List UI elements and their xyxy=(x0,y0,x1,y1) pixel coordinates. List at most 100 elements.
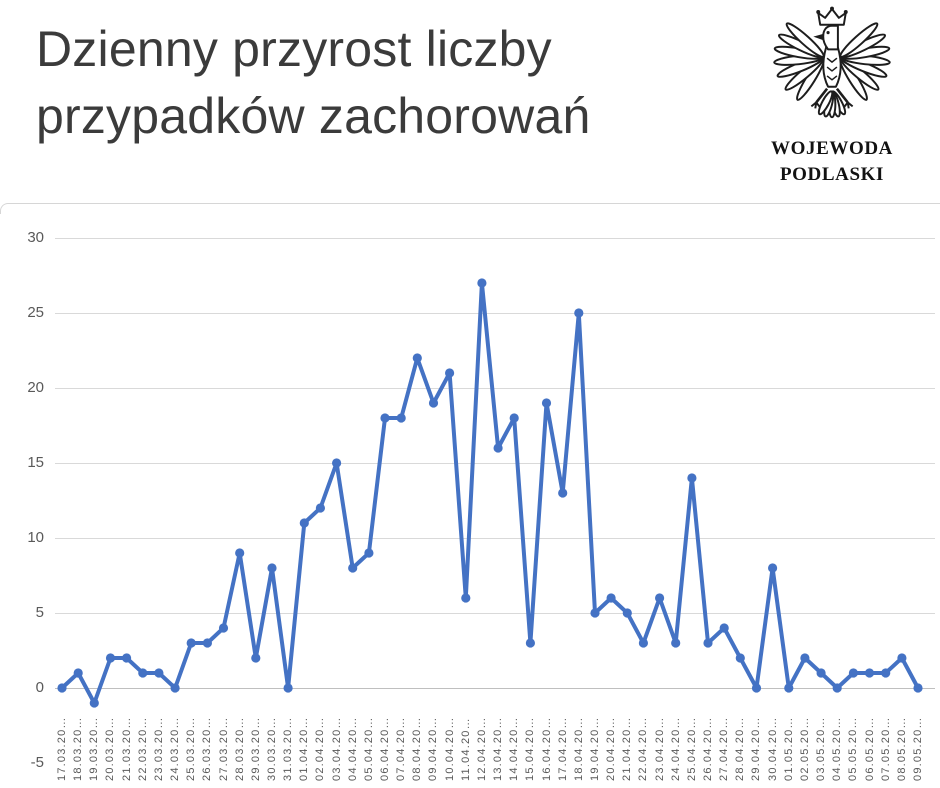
data-point-marker xyxy=(897,653,907,663)
gridline-y-15 xyxy=(55,463,935,464)
x-axis-tick-label: 04.05.20… xyxy=(831,716,844,781)
x-axis-tick-label: 24.03.20… xyxy=(169,716,182,781)
x-axis-tick-label: 05.05.20… xyxy=(847,716,860,781)
x-axis-tick-label: 28.03.20… xyxy=(233,716,246,781)
voivode-emblem: WOJEWODA PODLASKI xyxy=(756,6,908,188)
data-point-marker xyxy=(154,668,164,678)
x-axis-tick-label: 16.04.20… xyxy=(540,716,553,781)
x-axis-tick-label: 23.04.20… xyxy=(653,716,666,781)
x-axis-tick-label: 09.04.20… xyxy=(427,716,440,781)
x-axis-tick-label: 18.04.20… xyxy=(572,716,585,781)
x-axis-tick-label: 04.04.20… xyxy=(346,716,359,781)
data-point-marker xyxy=(541,398,552,408)
x-axis-tick-label: 23.03.20… xyxy=(152,716,165,781)
data-point-marker xyxy=(412,353,422,363)
x-axis-tick-label: 18.03.20… xyxy=(72,716,85,781)
data-point-marker xyxy=(768,563,778,573)
gridline-y-30 xyxy=(55,238,935,239)
data-point-marker xyxy=(267,563,277,573)
data-point-marker xyxy=(73,668,83,678)
data-point-marker xyxy=(558,488,568,498)
x-axis-tick-label: 11.04.20… xyxy=(459,717,472,781)
data-point-marker xyxy=(138,668,148,678)
x-axis-tick-label: 21.03.20… xyxy=(120,716,133,781)
emblem-caption: WOJEWODA PODLASKI xyxy=(756,136,908,188)
y-axis-tick-label: -5 xyxy=(30,754,44,771)
emblem-caption-line-1: WOJEWODA xyxy=(771,138,893,159)
data-point-marker xyxy=(606,593,616,603)
x-axis-tick-label: 10.04.20… xyxy=(443,716,456,781)
x-axis-tick-label: 28.04.20… xyxy=(734,716,747,781)
data-point-marker xyxy=(364,548,374,558)
x-axis-tick-label: 19.04.20… xyxy=(588,716,601,781)
x-axis-tick-label: 07.05.20… xyxy=(879,716,892,781)
x-axis-tick-label: 06.04.20… xyxy=(379,716,392,781)
data-point-marker xyxy=(735,653,745,663)
x-axis-tick-label: 26.03.20… xyxy=(201,716,214,781)
page-title-line-1: Dzienny przyrost liczby xyxy=(36,21,552,77)
y-axis-tick-label: 15 xyxy=(27,454,44,471)
x-axis-tick-label: 02.05.20… xyxy=(798,716,811,781)
data-point-marker xyxy=(525,638,536,648)
x-axis-tick-label: 09.05.20… xyxy=(912,716,924,781)
data-point-marker xyxy=(493,443,503,453)
x-axis-tick-label: 20.03.20… xyxy=(104,716,117,781)
data-point-marker xyxy=(251,653,261,663)
x-axis-tick-label: 01.05.20… xyxy=(782,716,795,781)
x-axis-tick-label: 03.05.20… xyxy=(815,716,828,781)
data-series-line xyxy=(60,281,920,705)
data-point-marker xyxy=(380,413,390,423)
x-axis-tick-label: 14.04.20… xyxy=(508,716,521,781)
x-axis-tick-label: 25.03.20… xyxy=(185,716,198,781)
x-axis-tick-label: 26.04.20… xyxy=(702,716,715,781)
x-axis-tick-label: 30.04.20… xyxy=(766,716,779,781)
data-point-marker xyxy=(655,593,665,603)
x-axis-tick-label: 02.04.20… xyxy=(314,716,327,781)
y-axis-tick-label: 0 xyxy=(35,679,44,696)
x-axis-tick-label: 17.03.20… xyxy=(56,716,68,781)
x-axis-tick-label: 05.04.20… xyxy=(362,716,375,781)
data-point-marker xyxy=(348,563,358,573)
data-point-marker xyxy=(202,638,212,648)
data-point-marker xyxy=(719,623,729,633)
x-axis-tick-label: 30.03.20… xyxy=(265,716,278,781)
x-axis-tick-label: 29.03.20… xyxy=(249,716,262,781)
x-axis-tick-label: 07.04.20… xyxy=(395,716,408,781)
x-axis-tick-label: 27.04.20… xyxy=(718,716,731,781)
x-axis-tick-label: 15.04.20… xyxy=(524,716,537,781)
emblem-caption-line-2: PODLASKI xyxy=(779,164,885,185)
y-axis-tick-label: 20 xyxy=(27,379,44,396)
data-point-marker xyxy=(638,638,649,648)
chart-frame-border xyxy=(0,203,940,214)
x-axis-tick-label: 25.04.20… xyxy=(685,716,698,781)
data-point-marker xyxy=(89,698,99,708)
data-point-marker xyxy=(671,638,681,648)
y-axis-tick-label: 25 xyxy=(27,304,44,321)
x-axis-tick-label: 08.05.20… xyxy=(895,716,908,781)
y-axis-tick-label: 10 xyxy=(27,529,44,546)
data-point-marker xyxy=(315,503,325,513)
y-axis-tick-label: 5 xyxy=(35,604,44,621)
x-axis-tick-label: 29.04.20… xyxy=(750,716,763,781)
data-point-marker xyxy=(396,413,406,423)
x-axis-tick-label: 08.04.20… xyxy=(411,716,424,781)
page-title: Dzienny przyrost liczby przypadków zacho… xyxy=(36,16,591,150)
data-point-marker xyxy=(218,623,229,633)
gridline-y-10 xyxy=(55,538,935,539)
data-point-marker xyxy=(848,668,859,678)
gridline-y-5 xyxy=(55,613,935,614)
page-title-line-2: przypadków zachorowań xyxy=(36,88,591,144)
data-point-marker xyxy=(428,398,439,408)
x-axis-tick-label: 20.04.20… xyxy=(605,716,618,781)
x-axis-line xyxy=(55,688,935,689)
x-axis-tick-label: 31.03.20… xyxy=(282,716,295,781)
x-axis-tick-label: 03.04.20… xyxy=(330,716,343,781)
x-axis-tick-label: 06.05.20… xyxy=(863,716,876,781)
polish-eagle-icon xyxy=(773,6,891,119)
x-axis-tick-label: 22.03.20… xyxy=(136,716,149,781)
x-axis-tick-label: 17.04.20… xyxy=(556,716,569,781)
data-point-marker xyxy=(235,548,245,558)
data-point-marker xyxy=(461,593,471,603)
x-axis-tick-label: 21.04.20… xyxy=(621,716,634,781)
